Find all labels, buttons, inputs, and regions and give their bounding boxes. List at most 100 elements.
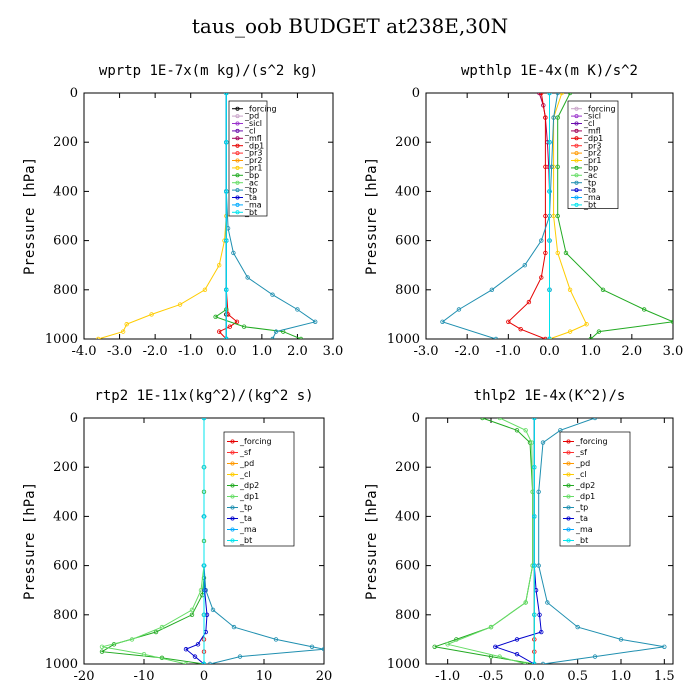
data-point: [555, 93, 560, 96]
legend-label: _bp: [583, 164, 598, 173]
legend-marker: [574, 173, 579, 178]
y-tick-label: 600: [395, 559, 420, 574]
data-point: [523, 428, 528, 433]
legend-label: _forcing: [583, 104, 616, 113]
data-point: [529, 440, 534, 445]
x-tick-label: 10: [256, 669, 273, 684]
data-point: [543, 213, 548, 219]
data-point: [532, 612, 537, 617]
data-point: [592, 418, 598, 421]
data-point: [192, 654, 198, 659]
y-tick-label: 0: [412, 86, 420, 101]
data-point: [201, 612, 207, 617]
plot-frame: [425, 417, 674, 665]
legend-label: _bt: [575, 536, 588, 545]
series-line-tp: [538, 418, 665, 664]
legend-label: _ta: [239, 514, 252, 523]
panel-2: wpthlp 1E-4x(m K)/s^2 Pressure [hPa] -3.0 -…: [364, 63, 683, 359]
data-point: [497, 418, 502, 421]
legend-label: _pr3: [583, 141, 601, 150]
legend-marker: [235, 128, 240, 133]
data-point: [575, 624, 580, 630]
x-tick-label: -4.0: [71, 344, 96, 359]
legend-marker: [566, 450, 571, 455]
data-point: [245, 275, 250, 280]
legend-label: _forcing: [239, 437, 272, 446]
legend-marker: [235, 114, 240, 119]
legend-marker: [230, 527, 235, 532]
x-tick-label: 1.0: [580, 344, 601, 359]
y-axis-label: Pressure [hPa]: [22, 482, 38, 600]
plot-frame: [83, 92, 334, 340]
y-tick-label: 1000: [387, 332, 420, 347]
data-point: [600, 287, 606, 292]
data-point: [514, 637, 520, 642]
data-point: [216, 329, 222, 334]
data-point: [489, 287, 495, 292]
data-point: [547, 139, 552, 145]
data-point: [321, 647, 324, 652]
data-point: [224, 336, 229, 339]
legend-label: _pr1: [244, 164, 262, 173]
data-point: [231, 624, 237, 630]
data-point: [551, 115, 556, 120]
data-point: [543, 164, 548, 169]
data-point: [99, 649, 105, 654]
y-tick-label: 0: [412, 411, 420, 426]
data-point: [536, 563, 541, 568]
series-line-bp: [557, 93, 673, 339]
legend-label: _ma: [244, 201, 262, 210]
legend-marker: [235, 195, 240, 200]
data-point: [445, 642, 450, 647]
data-point: [537, 93, 542, 96]
data-point: [547, 93, 552, 96]
panel-1: wprtp 1E-7x(m kg)/(s^2 kg) Pressure [hPa]…: [22, 63, 343, 359]
legend-label: _dp2: [575, 481, 595, 490]
y-tick-label: 200: [395, 460, 420, 475]
panel-title: wprtp 1E-7x(m kg)/(s^2 kg): [99, 63, 318, 79]
data-point: [224, 189, 229, 194]
legend-label: _pd: [244, 112, 259, 121]
data-point: [273, 329, 279, 334]
series-group: [99, 418, 324, 664]
y-tick-label: 400: [53, 509, 78, 524]
legend-marker: [230, 450, 235, 455]
y-axis-label: Pressure [hPa]: [22, 157, 38, 275]
legend-marker: [230, 439, 235, 444]
data-point: [596, 329, 602, 334]
legend-label: _cl: [239, 470, 251, 479]
panel-title: wpthlp 1E-4x(m K)/s^2: [461, 63, 638, 79]
legend-marker: [574, 106, 579, 111]
data-point: [543, 115, 548, 120]
panel-title: rtp2 1E-11x(kg^2)/(kg^2 s): [94, 388, 313, 404]
series-group: [96, 93, 318, 339]
legend-marker: [230, 494, 235, 499]
data-point: [588, 336, 593, 339]
legend-marker: [566, 461, 571, 466]
data-point: [241, 324, 247, 329]
data-point: [270, 336, 275, 339]
y-tick-label: 600: [395, 234, 420, 249]
legend-label: _sicl: [244, 119, 262, 128]
data-point: [313, 319, 318, 324]
x-tick-label: 1.0: [252, 344, 273, 359]
data-point: [432, 644, 437, 649]
legend-marker: [574, 188, 579, 193]
y-tick-label: 200: [53, 135, 78, 150]
data-point: [567, 93, 573, 96]
legend-box: [228, 100, 268, 217]
data-point: [183, 647, 189, 652]
y-tick-label: 600: [53, 234, 78, 249]
series-line-pr1: [98, 93, 227, 339]
legend-label: _dp1: [244, 141, 264, 150]
data-point: [124, 322, 129, 327]
series-line-pr1: [549, 93, 588, 339]
legend-label: _ma: [239, 525, 257, 534]
data-point: [514, 651, 520, 657]
legend-marker: [574, 202, 579, 207]
data-point: [523, 600, 528, 605]
data-point: [207, 661, 213, 664]
data-point: [563, 250, 569, 256]
data-point: [592, 654, 598, 659]
data-point: [201, 514, 207, 519]
